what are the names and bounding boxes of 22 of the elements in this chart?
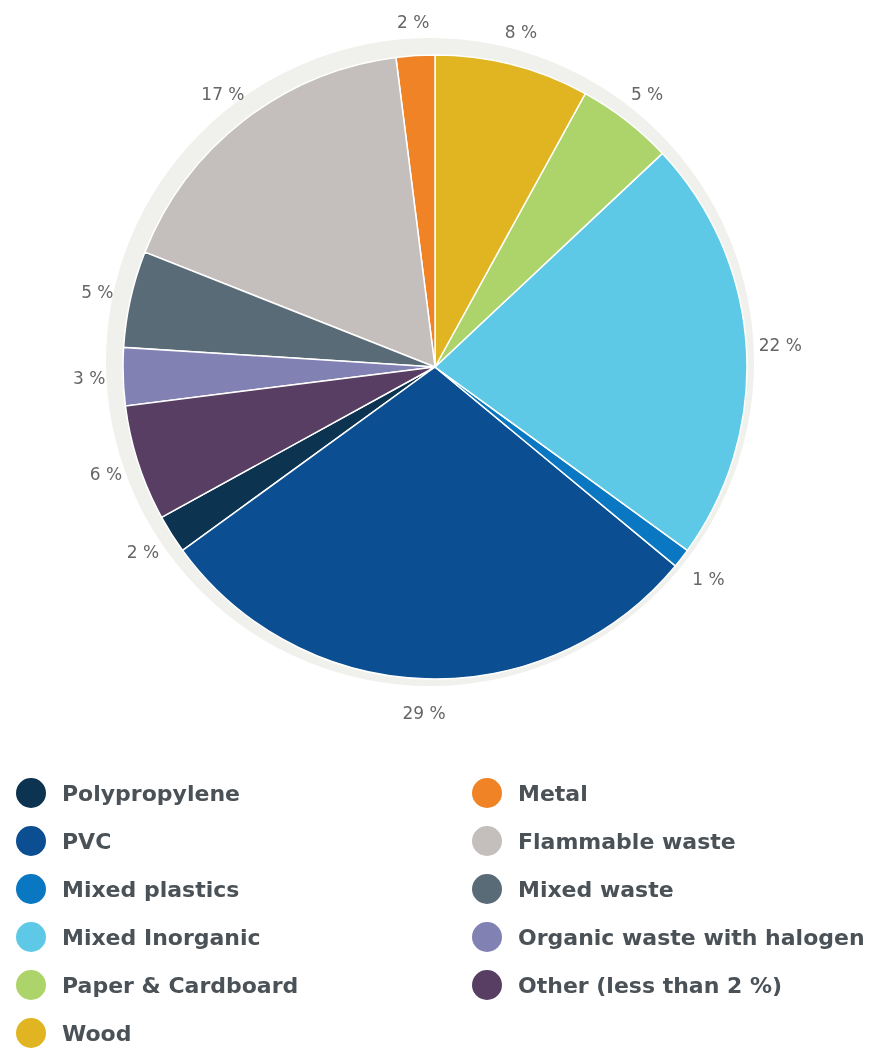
data-label: 17 % <box>201 83 245 104</box>
data-label: 8 % <box>504 21 538 42</box>
legend-label: Mixed Inorganic <box>62 924 261 950</box>
legend-label: Flammable waste <box>518 828 736 854</box>
legend-label: PVC <box>62 828 112 854</box>
legend-label: Wood <box>62 1020 132 1046</box>
legend-label: Other (less than 2 %) <box>518 972 783 998</box>
data-label: 6 % <box>89 463 123 484</box>
legend-label: Paper & Cardboard <box>62 972 299 998</box>
data-label: 3 % <box>72 367 106 388</box>
data-label: 2 % <box>126 542 160 563</box>
data-label: 5 % <box>630 83 664 104</box>
legend-label: Polypropylene <box>62 780 240 806</box>
data-label: 22 % <box>758 335 802 356</box>
legend-label: Mixed plastics <box>62 876 240 902</box>
data-label: 29 % <box>402 702 446 723</box>
legend-label: Mixed waste <box>518 876 674 902</box>
legend-label: Metal <box>518 780 588 806</box>
legend-label: Organic waste with halogen <box>518 924 865 950</box>
data-label: 1 % <box>692 569 725 590</box>
data-label: 2 % <box>397 11 430 32</box>
data-label: 5 % <box>81 281 114 302</box>
